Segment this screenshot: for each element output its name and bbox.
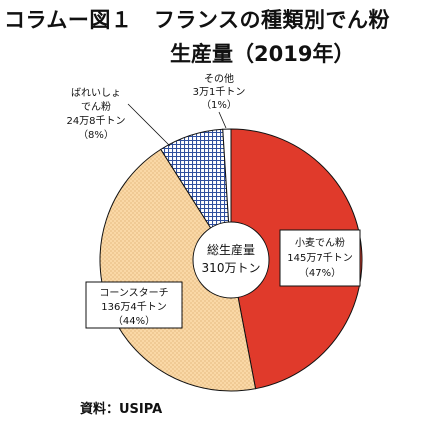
- corn-label-amount: 136万4千トン: [101, 301, 166, 313]
- source-note: 資料：USIPA: [80, 402, 163, 417]
- corn-label-name: コーンスターチ: [99, 287, 168, 299]
- wheat-label-name: 小麦でん粉: [295, 236, 345, 249]
- other-label-amount: 3万1千トン: [193, 86, 246, 98]
- corn-label-percent: （44%）: [113, 315, 155, 327]
- potato-label-name-2: でん粉: [81, 100, 111, 113]
- potato-label-amount: 24万8千トン: [66, 115, 125, 127]
- total-label-line-1: 総生産量: [207, 242, 255, 257]
- potato-leader-line: [127, 103, 171, 147]
- wheat-label-percent: （47%）: [299, 267, 341, 279]
- corn-label-box: [85, 281, 183, 329]
- potato-label-name-1: ばれいしょ: [71, 87, 121, 99]
- chart-title-line-2: 生産量（2019年）: [170, 42, 355, 66]
- total-label-line-2: 310万トン: [202, 261, 261, 275]
- other-leader-line: [218, 111, 227, 129]
- wheat-label-amount: 145万7千トン: [287, 252, 352, 264]
- chart-title-line-1: コラムー図１ フランスの種類別でん粉: [4, 8, 390, 32]
- other-label-name: その他: [204, 72, 234, 85]
- center-hole: [192, 221, 270, 299]
- potato-label-percent: （8%）: [78, 129, 114, 141]
- wheat-label-box: [279, 229, 361, 287]
- other-label-percent: （1%）: [201, 99, 237, 111]
